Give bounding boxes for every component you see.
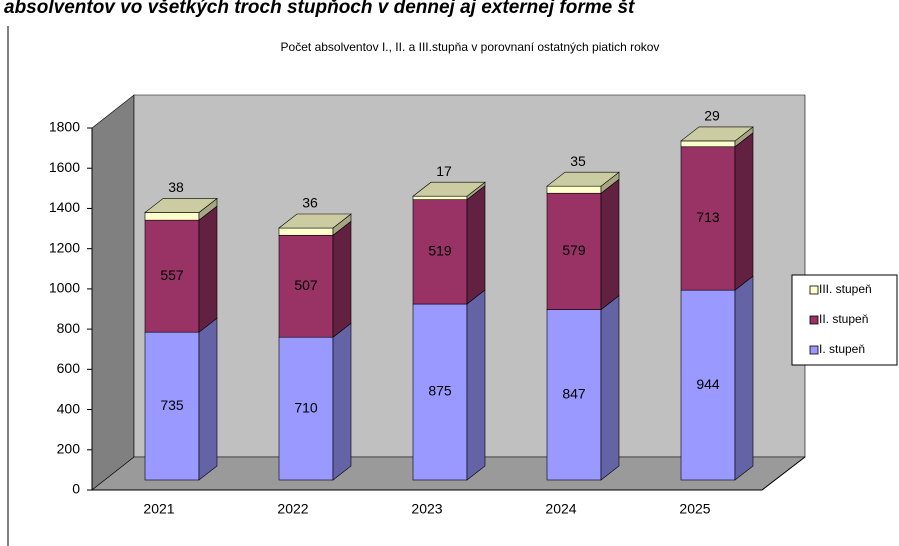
data-label: 710 xyxy=(294,399,318,415)
bar-front xyxy=(546,309,602,481)
data-label: 38 xyxy=(168,179,184,195)
data-label: 35 xyxy=(570,153,586,169)
y-tick-label: 1000 xyxy=(49,280,80,296)
data-label: 875 xyxy=(428,383,452,399)
legend-label: II. stupeň xyxy=(819,312,868,326)
legend-swatch xyxy=(809,345,819,355)
y-tick-label: 1600 xyxy=(49,159,80,175)
bar-front xyxy=(546,185,602,194)
data-label: 36 xyxy=(302,195,318,211)
y-tick-label: 1800 xyxy=(49,119,80,135)
bar-front xyxy=(546,192,602,310)
side-wall xyxy=(91,94,135,491)
bar-side xyxy=(734,132,754,291)
bar-side xyxy=(466,185,486,305)
data-label: 29 xyxy=(704,108,720,124)
x-tick-label: 2023 xyxy=(411,501,442,517)
data-label: 847 xyxy=(562,386,586,402)
y-tick-label: 200 xyxy=(57,440,81,456)
bar-front xyxy=(412,303,468,481)
bar-front xyxy=(278,336,334,481)
legend-label: III. stupeň xyxy=(819,282,872,296)
x-tick-label: 2024 xyxy=(545,501,576,517)
page-heading: absolventov vo všetkých troch stupňoch v… xyxy=(4,0,635,18)
y-tick-label: 800 xyxy=(57,320,81,336)
bar-front xyxy=(412,199,468,305)
data-label: 519 xyxy=(428,243,452,259)
bar-front xyxy=(680,289,736,481)
bar-side xyxy=(600,178,620,311)
bar-front xyxy=(278,234,334,338)
legend xyxy=(791,274,898,366)
bar-side xyxy=(734,275,754,481)
data-label: 557 xyxy=(160,267,184,283)
data-label: 713 xyxy=(696,209,720,225)
data-label: 735 xyxy=(160,397,184,413)
legend-swatch xyxy=(809,285,819,295)
bar-front xyxy=(680,140,736,148)
bar-top xyxy=(144,198,218,213)
legend-swatch xyxy=(809,315,819,325)
bar-side xyxy=(466,289,486,481)
bar-front xyxy=(144,212,200,221)
bar-side xyxy=(600,295,620,481)
bar-front xyxy=(278,227,334,236)
legend-label: I. stupeň xyxy=(819,342,865,356)
bar-top xyxy=(278,213,352,229)
data-label: 17 xyxy=(436,163,452,179)
data-label: 579 xyxy=(562,242,586,258)
bar-top xyxy=(546,171,620,187)
bar-side xyxy=(332,322,352,481)
x-tick-label: 2025 xyxy=(679,501,710,517)
bar-top xyxy=(680,126,754,142)
y-tick-label: 1200 xyxy=(49,239,80,255)
x-axis xyxy=(92,456,806,491)
y-tick-label: 600 xyxy=(57,360,81,376)
bar-side xyxy=(332,220,352,338)
bar-front xyxy=(680,146,736,291)
bar-side xyxy=(198,317,218,481)
data-label: 507 xyxy=(294,277,318,293)
bar-front xyxy=(412,195,468,200)
y-tick-label: 400 xyxy=(57,400,81,416)
chart-title: Počet absolventov I., II. a III.stupňa v… xyxy=(281,40,660,54)
x-tick-label: 2022 xyxy=(277,501,308,517)
x-tick-label: 2021 xyxy=(143,501,174,517)
bar-side xyxy=(198,205,218,333)
y-tick-label: 1400 xyxy=(49,199,80,215)
data-label: 944 xyxy=(696,376,720,392)
bar-top xyxy=(412,181,486,197)
y-tick-label: 0 xyxy=(72,481,80,497)
bar-front xyxy=(144,331,200,481)
